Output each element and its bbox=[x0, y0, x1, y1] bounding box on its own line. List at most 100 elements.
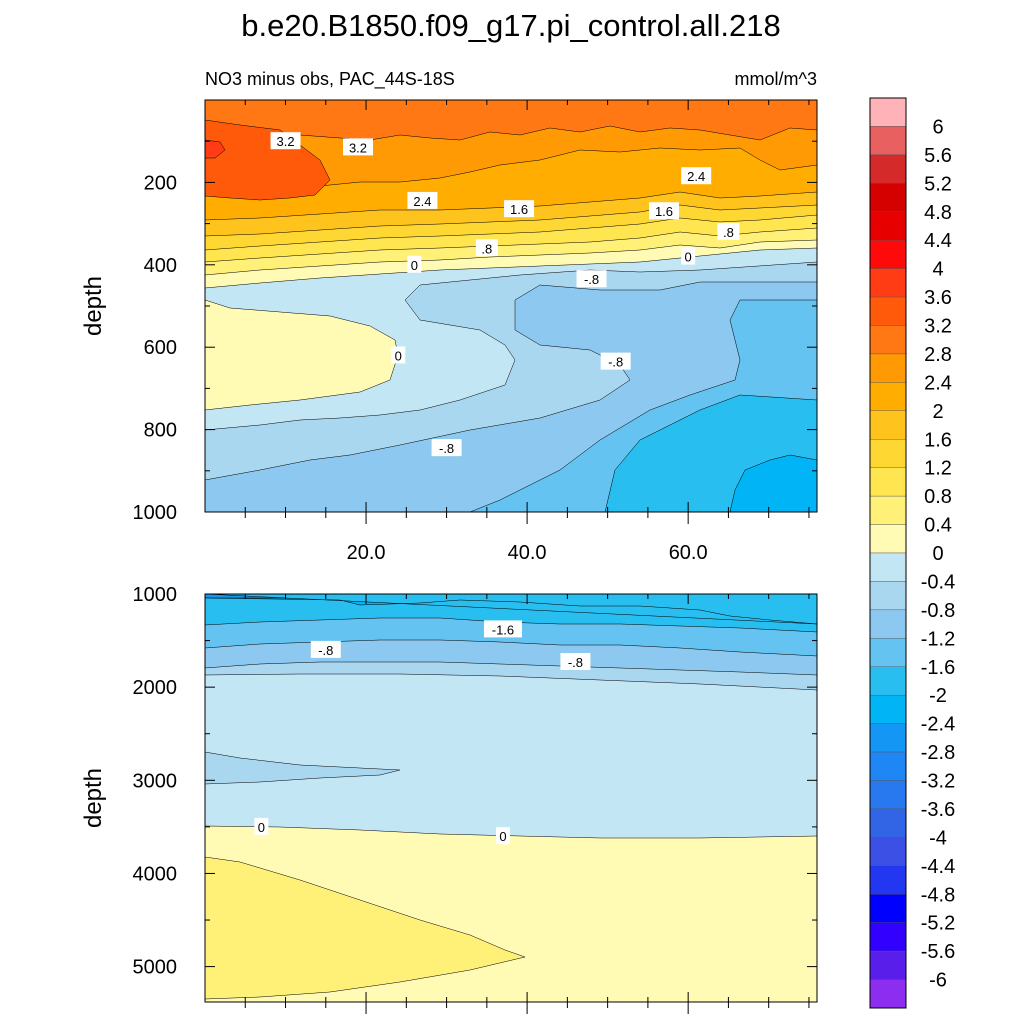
contour-label: 0 bbox=[395, 348, 402, 363]
y-tick-label: 5000 bbox=[133, 957, 178, 979]
contour-label-box bbox=[504, 200, 535, 218]
x-tick-label: 40.0 bbox=[508, 542, 547, 564]
band-m0p4-deep bbox=[205, 751, 401, 785]
y-tick-label: 600 bbox=[144, 337, 177, 359]
colorbar-level-label: 3.6 bbox=[924, 287, 952, 309]
lower-contour-plot bbox=[205, 594, 817, 1002]
colorbar-level-label: -4.8 bbox=[921, 884, 955, 906]
upper-y-axis-title: depth bbox=[80, 276, 107, 336]
colorbar-level-label: -2 bbox=[929, 685, 947, 707]
contour-label-box bbox=[600, 352, 631, 370]
contour-label: -.8 bbox=[439, 441, 454, 456]
lower-plot-frame bbox=[204, 593, 818, 1003]
upper-contour-plot bbox=[205, 100, 817, 512]
colorbar-level-label: 4.8 bbox=[924, 202, 952, 224]
contour-label: -1.6 bbox=[492, 622, 514, 637]
contour-label: 0 bbox=[258, 820, 265, 835]
colorbar-swatch bbox=[869, 211, 907, 241]
colorbar-level-label: 4 bbox=[932, 259, 943, 281]
colorbar-swatch bbox=[869, 780, 907, 810]
contour-label-box bbox=[483, 620, 522, 638]
colorbar-swatch bbox=[869, 865, 907, 895]
contour-label-box bbox=[576, 270, 607, 288]
contour-label: -.8 bbox=[318, 643, 333, 658]
colorbar-level-label: 0.8 bbox=[924, 486, 952, 508]
colorbar-swatch bbox=[869, 268, 907, 298]
colorbar-swatch bbox=[869, 410, 907, 440]
contour-label: -.8 bbox=[608, 355, 623, 370]
colorbar-swatch bbox=[869, 552, 907, 582]
colorbar-level-label: -3.2 bbox=[921, 771, 955, 793]
y-tick-label: 4000 bbox=[133, 863, 178, 885]
contour-label-box bbox=[717, 222, 740, 240]
lower-y-axis-title: depth bbox=[80, 768, 107, 828]
colorbar-level-label: -2.4 bbox=[921, 714, 955, 736]
colorbar-swatch bbox=[869, 382, 907, 412]
colorbar-level-label: -2.8 bbox=[921, 742, 955, 764]
lower-contour-labels: -1.6 -.8 -.8 0 0 bbox=[254, 620, 591, 845]
contour-label-box bbox=[681, 247, 696, 265]
colorbar-swatch bbox=[869, 126, 907, 156]
band-3p2 bbox=[205, 119, 331, 201]
y-tick-label: 800 bbox=[144, 420, 177, 442]
contour-label: 0 bbox=[499, 829, 506, 844]
y-tick-label: 3000 bbox=[133, 770, 178, 792]
contour-label: .8 bbox=[481, 241, 492, 256]
contour-label-box bbox=[270, 132, 301, 150]
colorbar-swatch bbox=[869, 894, 907, 923]
lower-ticks: 1000 2000 3000 4000 5000 bbox=[133, 584, 817, 1014]
colorbar-swatch bbox=[869, 950, 907, 980]
panel-subtitle-right: mmol/m^3 bbox=[735, 69, 817, 89]
colorbar-level-label: 5.2 bbox=[924, 173, 952, 195]
colorbar-swatch bbox=[869, 638, 907, 667]
colorbar-swatch bbox=[869, 353, 907, 383]
colorbar-level-label: -5.6 bbox=[921, 941, 955, 963]
colorbar-swatch bbox=[869, 581, 907, 611]
colorbar-swatch bbox=[869, 439, 907, 468]
contour-label: 0 bbox=[411, 258, 418, 273]
panel-subtitle-left: NO3 minus obs, PAC_44S-18S bbox=[205, 69, 455, 90]
colorbar-swatch bbox=[869, 609, 907, 639]
contour-label: -.8 bbox=[568, 655, 583, 670]
y-tick-label: 200 bbox=[144, 172, 177, 194]
colorbar-level-label: 2.4 bbox=[924, 372, 952, 394]
x-tick-label: 60.0 bbox=[669, 542, 708, 564]
contour-label-box bbox=[407, 255, 422, 273]
colorbar-level-label: 2.8 bbox=[924, 344, 952, 366]
y-tick-label: 2000 bbox=[133, 677, 178, 699]
colorbar-swatch bbox=[869, 808, 907, 838]
contour-label: 3.2 bbox=[276, 134, 294, 149]
contour-label-box bbox=[560, 653, 591, 670]
colorbar-swatch bbox=[869, 694, 907, 724]
contour-label-box bbox=[431, 439, 462, 457]
colorbar-level-label: 1.2 bbox=[924, 458, 952, 480]
colorbar-level-label: 0.4 bbox=[924, 515, 952, 537]
contour-label-box bbox=[407, 191, 438, 209]
x-tick-label: 20.0 bbox=[347, 542, 386, 564]
contour-label: 0 bbox=[685, 250, 692, 265]
colorbar-level-label: 3.2 bbox=[924, 316, 952, 338]
colorbar-swatch bbox=[869, 751, 907, 781]
upper-ticks: 200 400 600 800 1000 20.0 40.0 60.0 bbox=[133, 100, 817, 564]
contour-label: 1.6 bbox=[655, 204, 673, 219]
colorbar-level-label: 1.6 bbox=[924, 429, 952, 451]
colorbar-swatch bbox=[869, 666, 907, 696]
colorbar-level-label: -5.2 bbox=[921, 913, 955, 935]
colorbar-swatch bbox=[869, 467, 907, 497]
colorbar-level-label: -4 bbox=[929, 827, 947, 849]
contour-label-box bbox=[254, 817, 269, 835]
contour-label-box bbox=[495, 827, 510, 845]
colorbar-swatch bbox=[869, 183, 907, 212]
contour-label: -.8 bbox=[584, 272, 599, 287]
colorbar-swatch bbox=[869, 325, 907, 355]
colorbar-swatch bbox=[869, 97, 907, 127]
colorbar-swatch bbox=[869, 723, 907, 753]
colorbar-swatch bbox=[869, 495, 907, 525]
colorbar-level-label: -4.4 bbox=[921, 856, 955, 878]
contour-label: 2.4 bbox=[687, 169, 705, 184]
contour-label-box bbox=[649, 202, 679, 220]
colorbar-level-label: 5.6 bbox=[924, 145, 952, 167]
colorbar-swatch bbox=[869, 524, 907, 554]
colorbar-swatch bbox=[869, 154, 907, 184]
